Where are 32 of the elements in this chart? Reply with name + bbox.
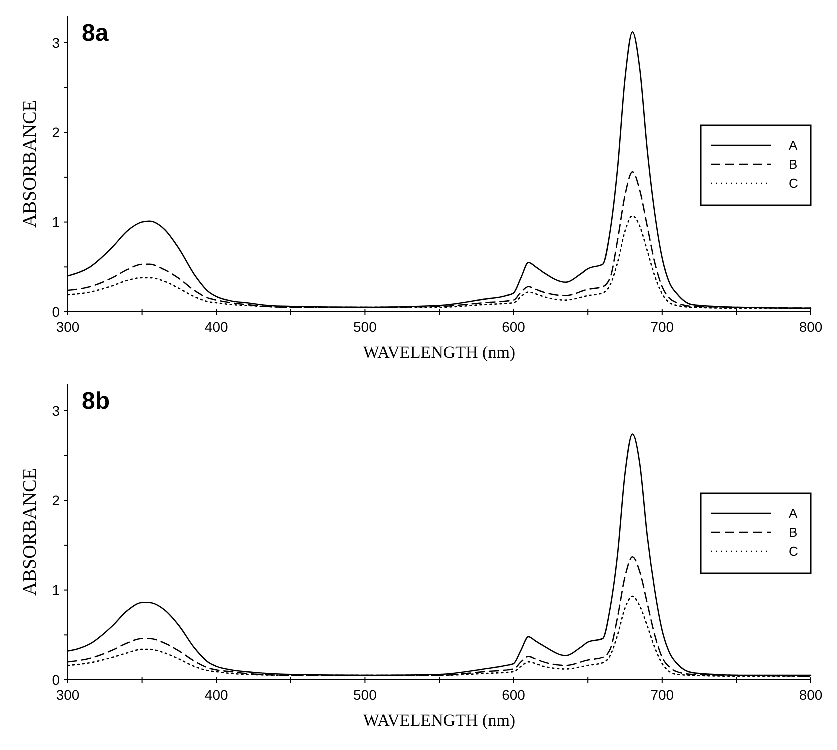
x-tick-label: 500 (354, 319, 378, 335)
chart-title: 8b (82, 388, 110, 415)
y-axis-title: ABSORBANCE (20, 468, 41, 596)
y-tick-label: 2 (52, 124, 60, 141)
x-axis-title: WAVELENGTH (nm) (363, 711, 516, 730)
y-tick-label: 3 (52, 34, 60, 51)
legend-label: B (789, 525, 798, 540)
x-tick-label: 300 (56, 687, 80, 703)
legend-label: B (789, 157, 798, 172)
x-tick-label: 800 (799, 319, 823, 335)
x-tick-label: 700 (650, 687, 674, 703)
y-tick-label: 3 (52, 402, 60, 419)
y-axis-title: ABSORBANCE (20, 100, 41, 228)
y-tick-label: 1 (52, 582, 60, 598)
y-tick-label: 0 (52, 304, 60, 320)
x-tick-label: 600 (502, 319, 526, 335)
x-tick-label: 400 (204, 687, 228, 703)
legend-label: C (789, 176, 798, 192)
x-tick-label: 600 (502, 687, 526, 703)
legend-label: A (789, 506, 798, 522)
y-tick-label: 1 (52, 214, 60, 230)
x-tick-label: 300 (56, 319, 80, 335)
chart-title: 8a (82, 20, 110, 47)
y-tick-label: 2 (52, 492, 60, 509)
y-tick-label: 0 (52, 672, 60, 688)
legend-label: C (789, 544, 798, 560)
x-tick-label: 500 (354, 687, 378, 703)
x-tick-label: 700 (650, 319, 674, 335)
x-tick-label: 800 (799, 687, 823, 703)
x-tick-label: 400 (204, 319, 228, 335)
legend-label: A (789, 138, 798, 154)
x-axis-title: WAVELENGTH (nm) (363, 343, 516, 362)
